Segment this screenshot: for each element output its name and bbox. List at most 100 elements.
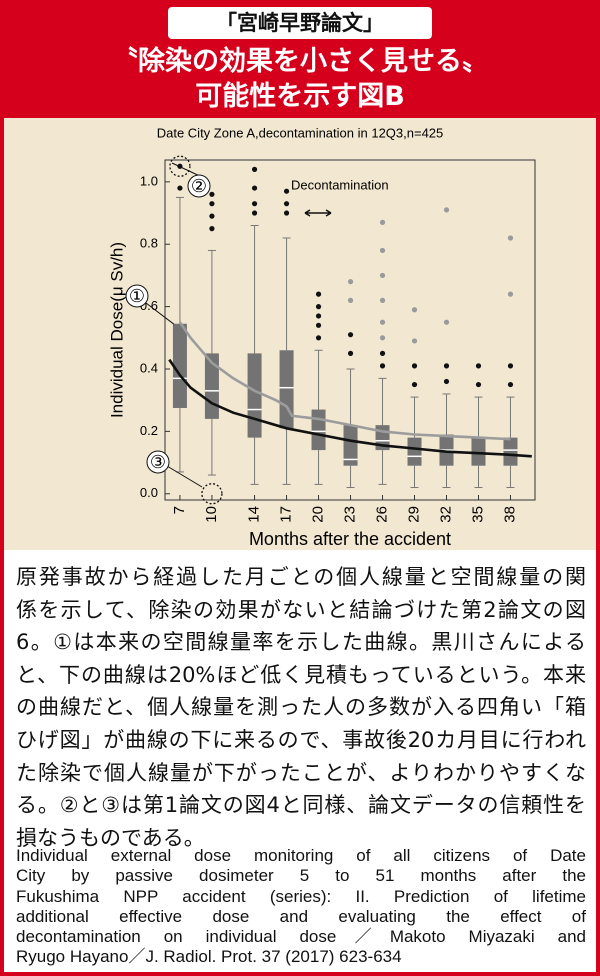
outlier <box>315 335 322 341</box>
x-tick-label: 32 <box>437 506 454 523</box>
y-tick-label: 1.0 <box>140 173 158 188</box>
citation: Individual external dose monitoring of a… <box>16 846 586 968</box>
box <box>279 350 294 429</box>
outlier <box>251 185 258 191</box>
header: 「宮崎早野論文」 〝除染の効果を小さく見せる〟 可能性を示す図B <box>0 0 600 118</box>
box <box>247 353 262 438</box>
y-tick-label: 0.0 <box>140 485 158 500</box>
body-line: 6。①は本来の空間線量率を示した曲線。黒川さんによる <box>16 630 586 655</box>
outlier-light <box>379 247 386 254</box>
x-tick-label: 20 <box>310 506 327 523</box>
outlier <box>315 313 322 319</box>
outlier-light <box>443 207 450 213</box>
x-tick-label: 35 <box>469 506 486 523</box>
x-tick-label: 7 <box>171 506 188 514</box>
x-tick-label: 29 <box>405 506 422 523</box>
annotation: ① <box>129 286 145 306</box>
box <box>503 437 518 466</box>
outlier <box>251 210 258 216</box>
box <box>343 425 358 466</box>
outlier <box>443 363 450 369</box>
body-line: の曲線だと、個人線量を測った人の多数が入る四角い「箱 <box>16 695 586 720</box>
citation-line: Individual external dose monitoring of a… <box>16 846 586 865</box>
outlier <box>315 322 322 328</box>
outlier <box>411 363 418 369</box>
x-tick-label: 17 <box>278 506 295 523</box>
body-text: 原発事故から経過した月ごとの個人線量と空間線量の関 係を示して、除染の効果がないと… <box>16 561 586 854</box>
callout-bg <box>146 450 170 474</box>
outlier-light <box>379 335 386 341</box>
y-axis-label: Individual Dose(μ Sv/h) <box>107 242 126 418</box>
body-line: 原発事故から経過した月ごとの個人線量と空間線量の関 <box>16 565 586 589</box>
citation-line: Fukushima NPP accident (series): II. Pre… <box>16 886 586 906</box>
outlier <box>443 378 450 385</box>
x-tick-label: 38 <box>501 506 518 523</box>
annotation: ③ <box>150 452 166 472</box>
outlier <box>347 350 354 356</box>
outlier <box>177 185 183 191</box>
leader <box>145 302 175 325</box>
y-tick-label: 0.4 <box>140 360 158 375</box>
body-line: る。②と③は第1論文の図4と同様、論文データの信頼性を <box>16 793 586 818</box>
outlier-light <box>411 338 418 344</box>
outlier <box>507 381 514 388</box>
y-tick-label: 0.8 <box>140 236 158 251</box>
box <box>172 323 187 408</box>
outlier <box>315 291 322 297</box>
callout-bg <box>187 174 211 198</box>
outlier <box>315 304 322 310</box>
outlier <box>347 332 354 338</box>
dotted-circle <box>169 155 191 177</box>
outlier <box>283 188 290 194</box>
chart: Date City Zone A,decontamination in 12Q3… <box>0 118 600 550</box>
box <box>311 409 326 451</box>
headline: 可能性を示す図B <box>195 81 405 112</box>
outlier <box>251 201 258 207</box>
outlier-light <box>507 291 514 297</box>
chart-background <box>0 118 600 550</box>
outlier <box>251 166 258 172</box>
arrow <box>304 209 332 217</box>
outlier-light <box>347 279 354 285</box>
citation-line: additional effective dose and evaluating… <box>16 906 586 926</box>
outlier <box>283 201 290 207</box>
outlier <box>209 213 215 219</box>
annotation: Decontamination <box>291 177 389 192</box>
leader <box>166 465 203 488</box>
curve <box>168 358 532 458</box>
outlier-light <box>379 319 386 325</box>
citation-line: City by passive dosimeter 5 to 51 months… <box>16 866 586 886</box>
x-tick-label: 23 <box>342 506 359 523</box>
body-line: 係を示して、除染の効果がないと結論づけた第2論文の図 <box>16 597 586 622</box>
citation-line: decontamination on individual dose／Makot… <box>16 927 586 947</box>
x-tick-label: 10 <box>203 506 220 523</box>
header-label: 「宮崎早野論文」 <box>168 7 432 39</box>
outlier-light <box>443 319 450 325</box>
body-line: ひげ図」が曲線の下に来るので、事故後20カ月目に行われ <box>16 727 586 752</box>
headline: 〝除染の効果を小さく見せる〟 <box>111 46 489 77</box>
outlier <box>507 363 514 369</box>
outlier <box>209 201 215 207</box>
y-tick-label: 0.2 <box>140 423 158 438</box>
body-line: と、下の曲線は20%ほど低く見積もっているという。本来 <box>16 662 586 687</box>
dotted-circle <box>201 483 223 505</box>
outlier <box>475 363 482 369</box>
annotation: ② <box>191 176 207 196</box>
box <box>204 353 219 419</box>
callout-bg <box>125 284 149 308</box>
plot-frame <box>164 159 536 501</box>
citation-line: Ryugo Hayano／J. Radiol. Prot. 37 (2017) … <box>16 947 402 967</box>
outlier <box>379 350 386 356</box>
body-line: た除染で個人線量が下がったことが、よりわかりやすくな <box>16 760 586 785</box>
box <box>407 437 422 466</box>
outlier <box>209 226 215 232</box>
x-tick-label: 14 <box>246 506 263 523</box>
outlier-light <box>411 307 418 313</box>
outlier <box>411 381 418 388</box>
outlier-light <box>347 297 354 303</box>
x-tick-label: 26 <box>373 506 390 523</box>
outlier <box>209 191 215 197</box>
box <box>471 437 486 466</box>
body-line: 損なうものである。 <box>16 825 205 850</box>
